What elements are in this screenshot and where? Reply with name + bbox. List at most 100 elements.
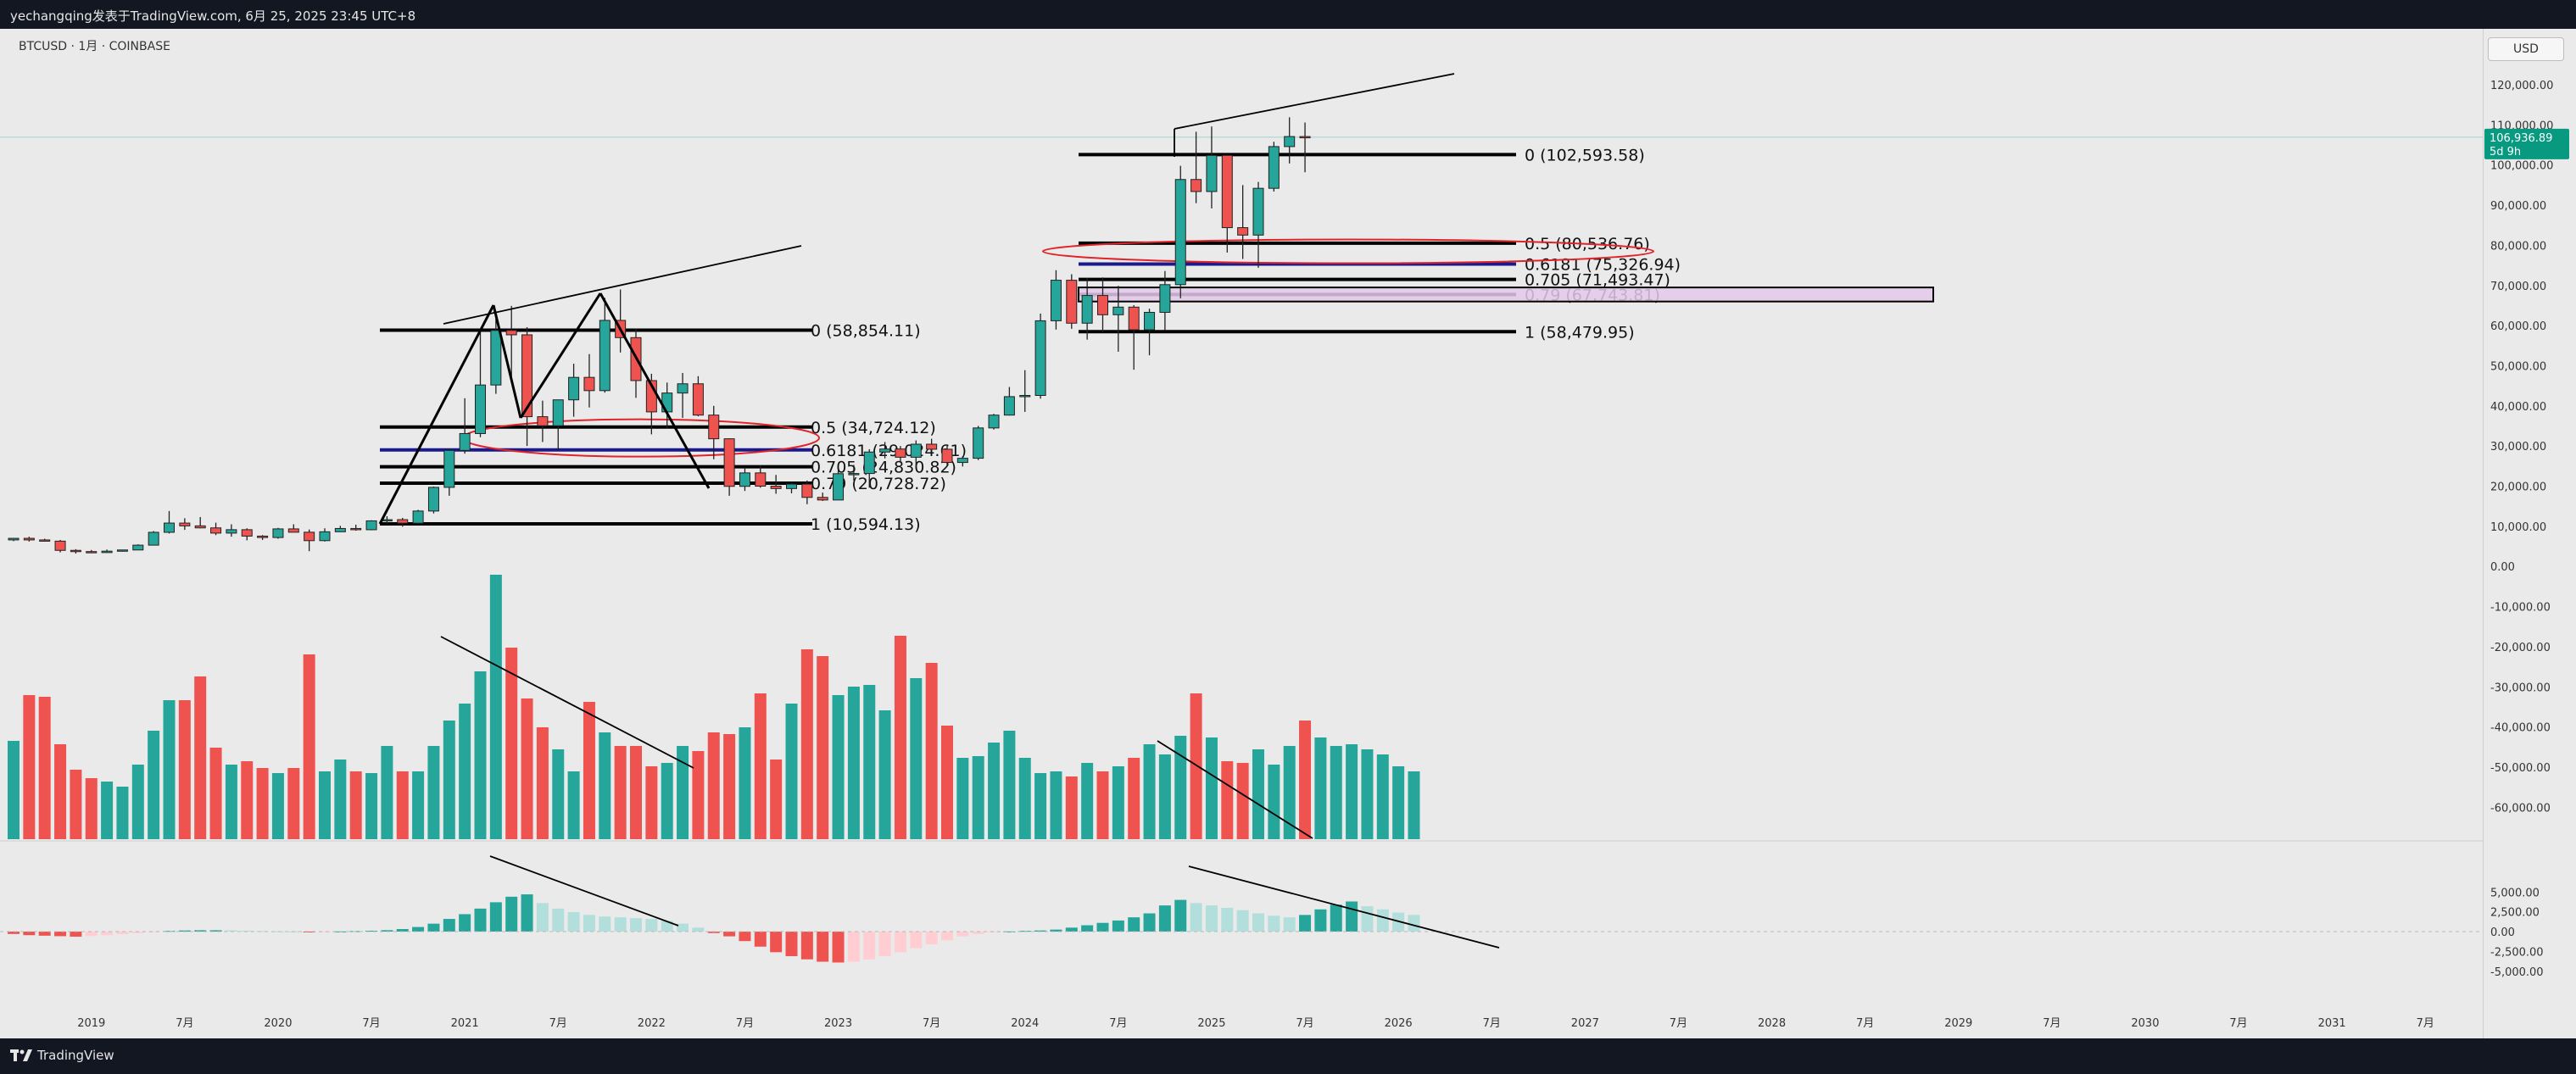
histogram-bar: [599, 916, 611, 932]
time-axis-label: 2029: [1944, 1017, 1972, 1030]
histogram-bar: [1174, 899, 1187, 932]
candle-body: [1252, 187, 1264, 236]
volume-bar: [334, 760, 347, 839]
candle-body: [427, 487, 439, 512]
candle-body: [1237, 227, 1249, 236]
volume-bar: [1174, 736, 1187, 839]
time-axis-label: 7月: [2043, 1017, 2060, 1030]
volume-bar: [956, 758, 969, 839]
volume-bar: [910, 678, 923, 839]
price-tick-label: 0.00: [2490, 561, 2515, 574]
tradingview-logo-icon[interactable]: [10, 1048, 32, 1063]
candle-body: [1284, 136, 1296, 147]
histogram-bar: [412, 927, 425, 932]
time-axis-label: 7月: [362, 1017, 380, 1030]
trend-line: [1157, 740, 1313, 839]
oscillator-tick-label: 5,000.00: [2490, 887, 2540, 899]
trend-line: [492, 304, 522, 419]
candle-body: [848, 473, 860, 476]
histogram-bar: [1158, 905, 1171, 932]
current-price-tag: [2484, 128, 2569, 159]
volume-bar: [972, 756, 984, 839]
volume-bar: [692, 751, 705, 839]
volume-bar: [645, 766, 658, 839]
histogram-bar: [256, 931, 269, 932]
symbol-label[interactable]: BTCUSD · 1月 · COINBASE: [19, 40, 170, 53]
volume-bar: [1096, 771, 1109, 839]
volume-bar: [319, 771, 331, 839]
volume-bar: [894, 636, 906, 839]
histogram-bar: [972, 932, 984, 934]
price-tick-label: 40,000.00: [2490, 401, 2546, 414]
currency-button[interactable]: USD: [2488, 37, 2564, 61]
price-axis[interactable]: [2483, 29, 2576, 1038]
candle-body: [521, 334, 533, 418]
volume-bar: [225, 765, 237, 839]
time-axis-label: 2020: [264, 1017, 292, 1030]
candle-body: [179, 522, 191, 526]
histogram-bar: [396, 929, 409, 932]
histogram-bar: [847, 932, 860, 962]
candle-body: [599, 320, 611, 392]
volume-bar: [1346, 744, 1358, 839]
candle-body: [148, 531, 159, 546]
trend-line: [1174, 73, 1455, 130]
histogram-bar: [1346, 901, 1358, 932]
candle-body: [1019, 394, 1031, 398]
histogram-bar: [381, 930, 393, 932]
volume-bar: [847, 687, 860, 839]
histogram-bar: [474, 908, 487, 932]
candle-body: [475, 384, 486, 434]
volume-bar: [723, 734, 736, 839]
volume-bar: [256, 768, 269, 839]
time-axis-label: 2019: [77, 1017, 105, 1030]
volume-bar: [505, 648, 518, 839]
volume-bar: [303, 654, 315, 839]
time-axis-label: 7月: [2417, 1017, 2434, 1030]
histogram-bar: [23, 932, 36, 936]
volume-bar: [785, 704, 798, 839]
price-tick-label: 10,000.00: [2490, 521, 2546, 534]
chart-plot-area[interactable]: [0, 29, 2576, 1038]
volume-bar: [474, 671, 487, 839]
candle-body: [397, 519, 409, 524]
current-price-value: 106,936.89: [2490, 132, 2552, 145]
time-axis-label: 7月: [1109, 1017, 1127, 1030]
candle-body: [973, 427, 984, 459]
histogram-bar: [1236, 910, 1249, 932]
time-axis-label: 7月: [1296, 1017, 1313, 1030]
volume-bar: [1314, 737, 1327, 839]
histogram-bar: [1268, 915, 1280, 932]
candle-body: [334, 527, 346, 532]
candle-body: [786, 483, 797, 489]
volume-bar: [8, 741, 20, 839]
price-tick-label: 90,000.00: [2490, 200, 2546, 213]
histogram-bar: [489, 902, 502, 932]
volume-bar: [54, 744, 67, 839]
oscillator-tick-label: -5,000.00: [2490, 966, 2544, 979]
candle-body: [910, 443, 922, 458]
histogram-bar: [85, 932, 98, 937]
fib-level-label: 1 (10,594.13): [811, 515, 921, 534]
candle-body: [210, 527, 222, 534]
trend-line: [1188, 865, 1500, 949]
volume-bar: [1205, 737, 1218, 839]
candle-body: [257, 535, 269, 538]
candle-body: [1268, 146, 1280, 189]
volume-bar: [349, 771, 362, 839]
volume-bar: [148, 731, 160, 839]
histogram-bar: [443, 919, 455, 932]
candle-body: [1050, 280, 1062, 321]
time-axis-label: 2028: [1758, 1017, 1786, 1030]
candle-body: [863, 451, 875, 475]
time-axis-label: 7月: [2229, 1017, 2247, 1030]
time-axis-label: 7月: [176, 1017, 193, 1030]
candle-body: [1081, 295, 1093, 324]
histogram-bar: [677, 923, 689, 932]
volume-bar: [131, 765, 144, 839]
histogram-bar: [661, 921, 673, 932]
candle-body: [8, 537, 20, 541]
candle-body: [739, 472, 750, 487]
volume-bar: [599, 732, 611, 839]
